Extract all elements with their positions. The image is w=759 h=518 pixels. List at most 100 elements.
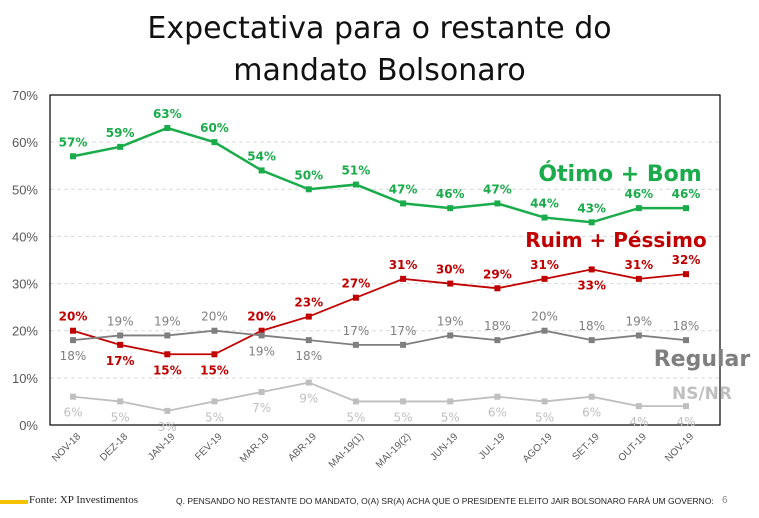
- data-label: 63%: [153, 107, 182, 121]
- y-tick-label: 0%: [19, 418, 38, 433]
- data-label: 5%: [441, 410, 460, 424]
- data-point: [588, 266, 595, 273]
- data-label: 17%: [106, 354, 135, 368]
- data-point: [400, 200, 407, 207]
- data-label: 19%: [154, 314, 181, 328]
- x-tick-label: MAR-19: [238, 431, 272, 465]
- data-label: 46%: [624, 187, 653, 201]
- data-label: 33%: [577, 278, 606, 292]
- data-point: [70, 153, 76, 160]
- data-point: [541, 275, 548, 282]
- data-label: 18%: [60, 349, 87, 363]
- y-tick-label: 50%: [12, 182, 38, 197]
- x-tick-label: JUL-19: [477, 431, 508, 462]
- data-point: [541, 214, 548, 221]
- series-line-regular: [72, 329, 687, 346]
- data-point: [352, 181, 359, 188]
- data-label: 5%: [535, 410, 554, 424]
- x-tick-label: JUN-19: [429, 431, 461, 463]
- y-tick-label: 60%: [12, 135, 38, 150]
- data-point: [352, 398, 359, 405]
- data-point: [211, 139, 218, 146]
- data-point: [588, 219, 595, 226]
- data-point: [447, 332, 454, 339]
- data-label: 19%: [107, 314, 134, 328]
- data-point: [541, 327, 548, 334]
- data-point: [588, 337, 595, 344]
- data-point: [400, 398, 407, 405]
- data-label: 5%: [205, 410, 224, 424]
- data-label: 9%: [299, 392, 318, 406]
- x-tick-label: NOV-18: [50, 431, 83, 464]
- data-point: [258, 167, 265, 174]
- data-point: [305, 337, 312, 344]
- data-label: 23%: [294, 296, 323, 310]
- x-tick-label: FEV-19: [193, 431, 225, 463]
- y-tick-label: 20%: [12, 324, 38, 339]
- x-tick-label: NOV-19: [663, 431, 696, 464]
- question-text: Q. PENSANDO NO RESTANTE DO MANDATO, O(A)…: [176, 496, 714, 506]
- series-label: Ruim + Péssimo: [525, 228, 706, 252]
- data-point: [635, 403, 642, 410]
- data-label: 18%: [484, 319, 511, 333]
- data-label: 27%: [342, 277, 371, 291]
- title-line-2: mandato Bolsonaro: [233, 53, 526, 88]
- data-point: [164, 407, 171, 414]
- series-line-ruim-p-ssimo: [72, 268, 687, 356]
- data-point: [447, 280, 454, 287]
- data-point: [117, 143, 124, 150]
- plot-area-border: [49, 94, 721, 426]
- data-label: 20%: [201, 310, 228, 324]
- data-label: 19%: [626, 314, 653, 328]
- data-point: [400, 275, 407, 282]
- data-label: 31%: [389, 258, 418, 272]
- data-point: [400, 341, 407, 348]
- data-point: [683, 205, 689, 212]
- data-point: [541, 398, 548, 405]
- x-tick-label: MAI-19(1): [327, 431, 366, 470]
- data-point: [635, 205, 642, 212]
- data-point: [494, 337, 501, 344]
- data-point: [683, 271, 689, 278]
- data-point: [211, 398, 218, 405]
- data-point: [683, 403, 689, 410]
- data-label: 60%: [200, 121, 229, 135]
- data-label: 4%: [676, 415, 695, 429]
- data-point: [164, 125, 171, 131]
- data-label: 47%: [483, 182, 512, 196]
- x-tick-label: SET-19: [570, 431, 602, 463]
- data-point: [305, 313, 312, 320]
- data-label: 19%: [437, 314, 464, 328]
- series-line--timo-bom: [72, 126, 686, 224]
- data-label: 46%: [672, 187, 701, 201]
- data-label: 18%: [673, 319, 700, 333]
- data-label: 44%: [530, 197, 559, 211]
- data-point: [447, 398, 454, 405]
- data-label: 6%: [582, 406, 601, 420]
- data-label: 59%: [106, 126, 135, 140]
- x-tick-label: MAI-19(2): [374, 431, 413, 470]
- data-point: [117, 398, 124, 405]
- x-tick-label: AGO-19: [521, 431, 555, 465]
- data-label: 29%: [483, 267, 512, 281]
- data-label: 15%: [200, 363, 229, 377]
- x-tick-label: ABR-19: [286, 431, 319, 464]
- data-point: [70, 327, 76, 334]
- data-label: 32%: [672, 253, 701, 267]
- data-point: [352, 294, 359, 301]
- data-label: 20%: [59, 310, 88, 324]
- data-point: [70, 337, 76, 344]
- data-label: 5%: [111, 410, 130, 424]
- data-label: 46%: [436, 187, 465, 201]
- data-label: 6%: [63, 406, 82, 420]
- data-label: 17%: [343, 324, 370, 338]
- y-tick-label: 40%: [12, 229, 38, 244]
- series-label: Ótimo + Bom: [538, 161, 701, 187]
- page-number: 6: [722, 495, 728, 506]
- data-label: 30%: [436, 263, 465, 277]
- data-label: 57%: [59, 135, 88, 149]
- data-point: [494, 200, 501, 207]
- data-label: 43%: [577, 201, 606, 215]
- data-label: 5%: [394, 410, 413, 424]
- data-label: 54%: [247, 149, 276, 163]
